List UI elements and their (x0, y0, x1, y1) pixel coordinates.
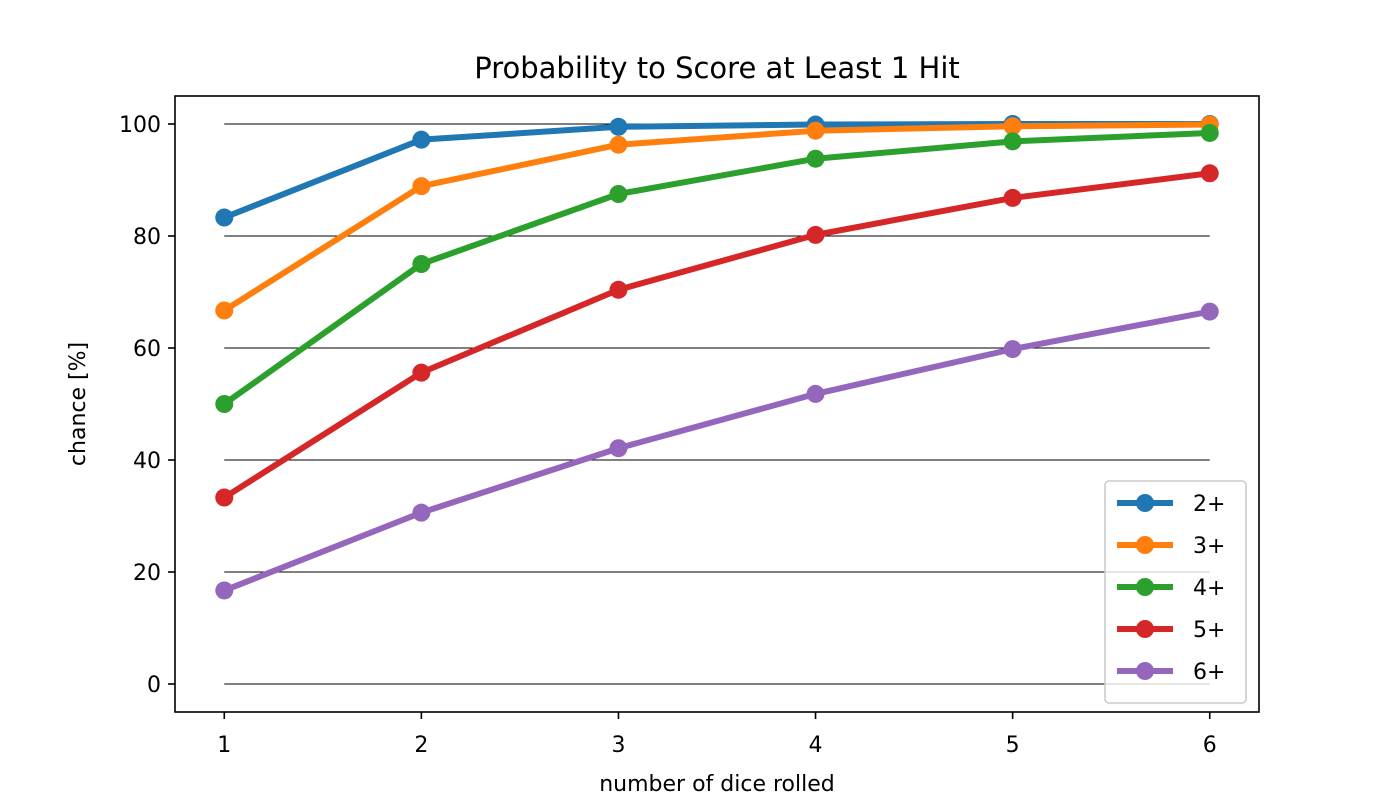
legend-marker (1136, 662, 1154, 680)
data-point (609, 185, 628, 203)
legend-frame (1104, 480, 1247, 704)
x-tick-label: 6 (1203, 733, 1217, 758)
data-point (1003, 117, 1022, 136)
data-point (1003, 132, 1022, 151)
series-line (220, 129, 1213, 409)
x-tick-label: 1 (217, 733, 231, 758)
data-point (412, 130, 431, 149)
y-tick-label: 0 (147, 673, 161, 698)
data-point (609, 135, 628, 154)
series-line (220, 308, 1214, 595)
x-tick-label: 5 (1006, 733, 1020, 758)
legend-marker (1136, 578, 1154, 596)
plot-frame (174, 95, 1260, 713)
data-point (215, 301, 234, 320)
legend-item: 4+ (1117, 576, 1225, 601)
data-point (412, 503, 431, 522)
legend-item: 5+ (1117, 618, 1225, 643)
data-point (215, 208, 234, 227)
data-point (412, 255, 431, 273)
y-tick-label: 80 (133, 225, 161, 250)
legend-label: 2+ (1193, 492, 1225, 517)
chart-title: Probability to Score at Least 1 Hit (474, 51, 960, 85)
legend-label: 5+ (1193, 618, 1225, 643)
legend: 2+ 3+ 4+ 5+ 6+ (1104, 480, 1247, 704)
data-point (1003, 340, 1022, 359)
series-line (220, 169, 1214, 502)
y-tick-label: 40 (133, 449, 161, 474)
data-point (806, 225, 825, 244)
data-point (215, 395, 234, 413)
legend-marker (1136, 620, 1154, 638)
data-point (412, 177, 431, 196)
y-tick-label: 100 (119, 113, 161, 138)
axis-ticks: 0 20 40 60 80 100 1 2 3 4 5 6 (119, 113, 1217, 758)
legend-label: 4+ (1193, 576, 1225, 601)
series-4 (215, 164, 1219, 507)
series-3 (215, 123, 1219, 413)
data-point (609, 117, 628, 136)
legend-label: 3+ (1193, 534, 1225, 559)
data-point (806, 121, 825, 140)
series-layer (215, 115, 1219, 600)
legend-marker (1136, 494, 1154, 512)
x-axis-title: number of dice rolled (599, 772, 835, 797)
legend-label: 6+ (1193, 660, 1225, 685)
data-point (806, 384, 825, 403)
series-5 (215, 302, 1219, 600)
series-line (220, 121, 1213, 315)
data-point (215, 581, 234, 600)
data-point (1200, 123, 1219, 142)
y-tick-label: 20 (133, 561, 161, 586)
legend-item: 3+ (1117, 534, 1225, 559)
data-point (609, 439, 628, 458)
legend-marker (1136, 536, 1154, 554)
x-tick-label: 3 (611, 733, 625, 758)
data-point (1200, 302, 1219, 321)
x-tick-label: 2 (414, 733, 428, 758)
x-tick-label: 4 (809, 733, 823, 758)
data-point (609, 280, 628, 299)
y-axis-title: chance [%] (66, 342, 91, 466)
data-point (412, 363, 431, 382)
y-tick-label: 60 (133, 337, 161, 362)
data-point (806, 149, 825, 168)
legend-item: 2+ (1117, 492, 1225, 517)
data-point (215, 488, 234, 507)
legend-item: 6+ (1117, 660, 1225, 685)
data-point (1200, 164, 1219, 183)
data-point (1003, 188, 1022, 207)
